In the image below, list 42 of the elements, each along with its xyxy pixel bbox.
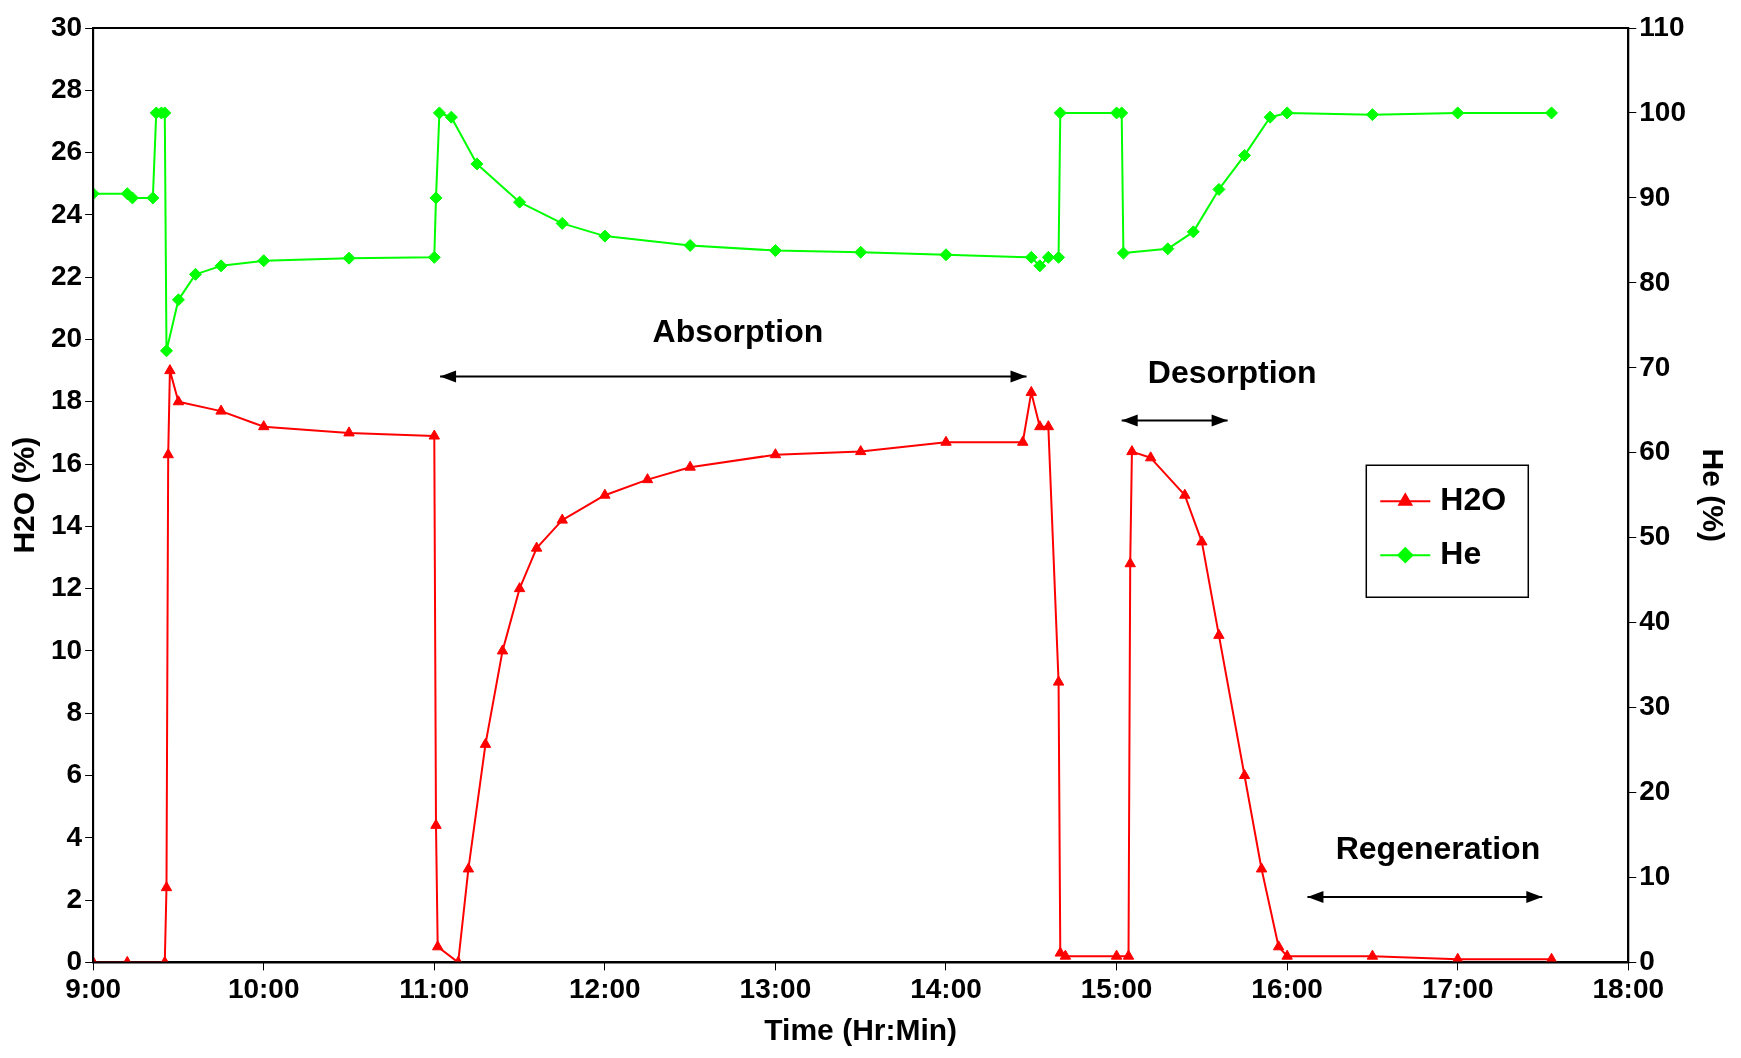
y2-tick-label: 110 xyxy=(1639,10,1685,42)
y-tick-label: 20 xyxy=(50,322,83,354)
y2-tick-label: 60 xyxy=(1639,435,1671,467)
legend-label: He xyxy=(1440,535,1482,572)
y2-tick-label: 10 xyxy=(1639,860,1671,892)
y-tick-label: 8 xyxy=(66,695,83,727)
y2-tick-label: 30 xyxy=(1639,690,1671,722)
annotation: Desorption xyxy=(1147,353,1317,390)
x-tick-label: 10:00 xyxy=(227,972,300,1004)
y-tick-label: 14 xyxy=(50,509,83,541)
x-axis-title: Time (Hr:Min) xyxy=(764,1013,958,1047)
y-tick-label: 28 xyxy=(50,73,83,105)
y2-tick-label: 40 xyxy=(1639,605,1671,637)
x-tick-label: 15:00 xyxy=(1080,972,1153,1004)
y2-tick-label: 50 xyxy=(1639,520,1671,552)
annotation: Regeneration xyxy=(1335,830,1541,867)
y-tick-label: 4 xyxy=(66,820,83,852)
y-tick-label: 26 xyxy=(50,135,83,167)
y2-tick-label: 20 xyxy=(1639,775,1671,807)
y-axis-title: H2O (%) xyxy=(7,436,41,554)
x-tick-label: 12:00 xyxy=(569,972,641,1004)
y-tick-label: 2 xyxy=(66,882,83,914)
y2-tick-label: 70 xyxy=(1639,350,1671,382)
y-tick-label: 18 xyxy=(50,384,83,416)
y-tick-label: 6 xyxy=(66,758,83,790)
x-tick-label: 17:00 xyxy=(1421,972,1494,1004)
y2-tick-label: 100 xyxy=(1639,95,1686,127)
x-tick-label: 13:00 xyxy=(739,972,812,1004)
x-tick-label: 11:00 xyxy=(399,972,470,1004)
y-tick-label: 30 xyxy=(50,10,83,42)
y2-axis-title: He (%) xyxy=(1696,448,1730,542)
y-tick-label: 22 xyxy=(50,259,83,291)
y-tick-label: 12 xyxy=(50,571,83,603)
annotation: Absorption xyxy=(652,313,824,350)
x-tick-label: 14:00 xyxy=(910,972,982,1004)
legend-label: H2O xyxy=(1440,481,1507,518)
y-tick-label: 10 xyxy=(50,633,83,665)
x-tick-label: 16:00 xyxy=(1251,972,1323,1004)
y-tick-label: 24 xyxy=(50,197,83,229)
y-tick-label: 16 xyxy=(50,446,83,478)
y2-tick-label: 80 xyxy=(1639,265,1671,297)
y2-tick-label: 90 xyxy=(1639,180,1671,212)
